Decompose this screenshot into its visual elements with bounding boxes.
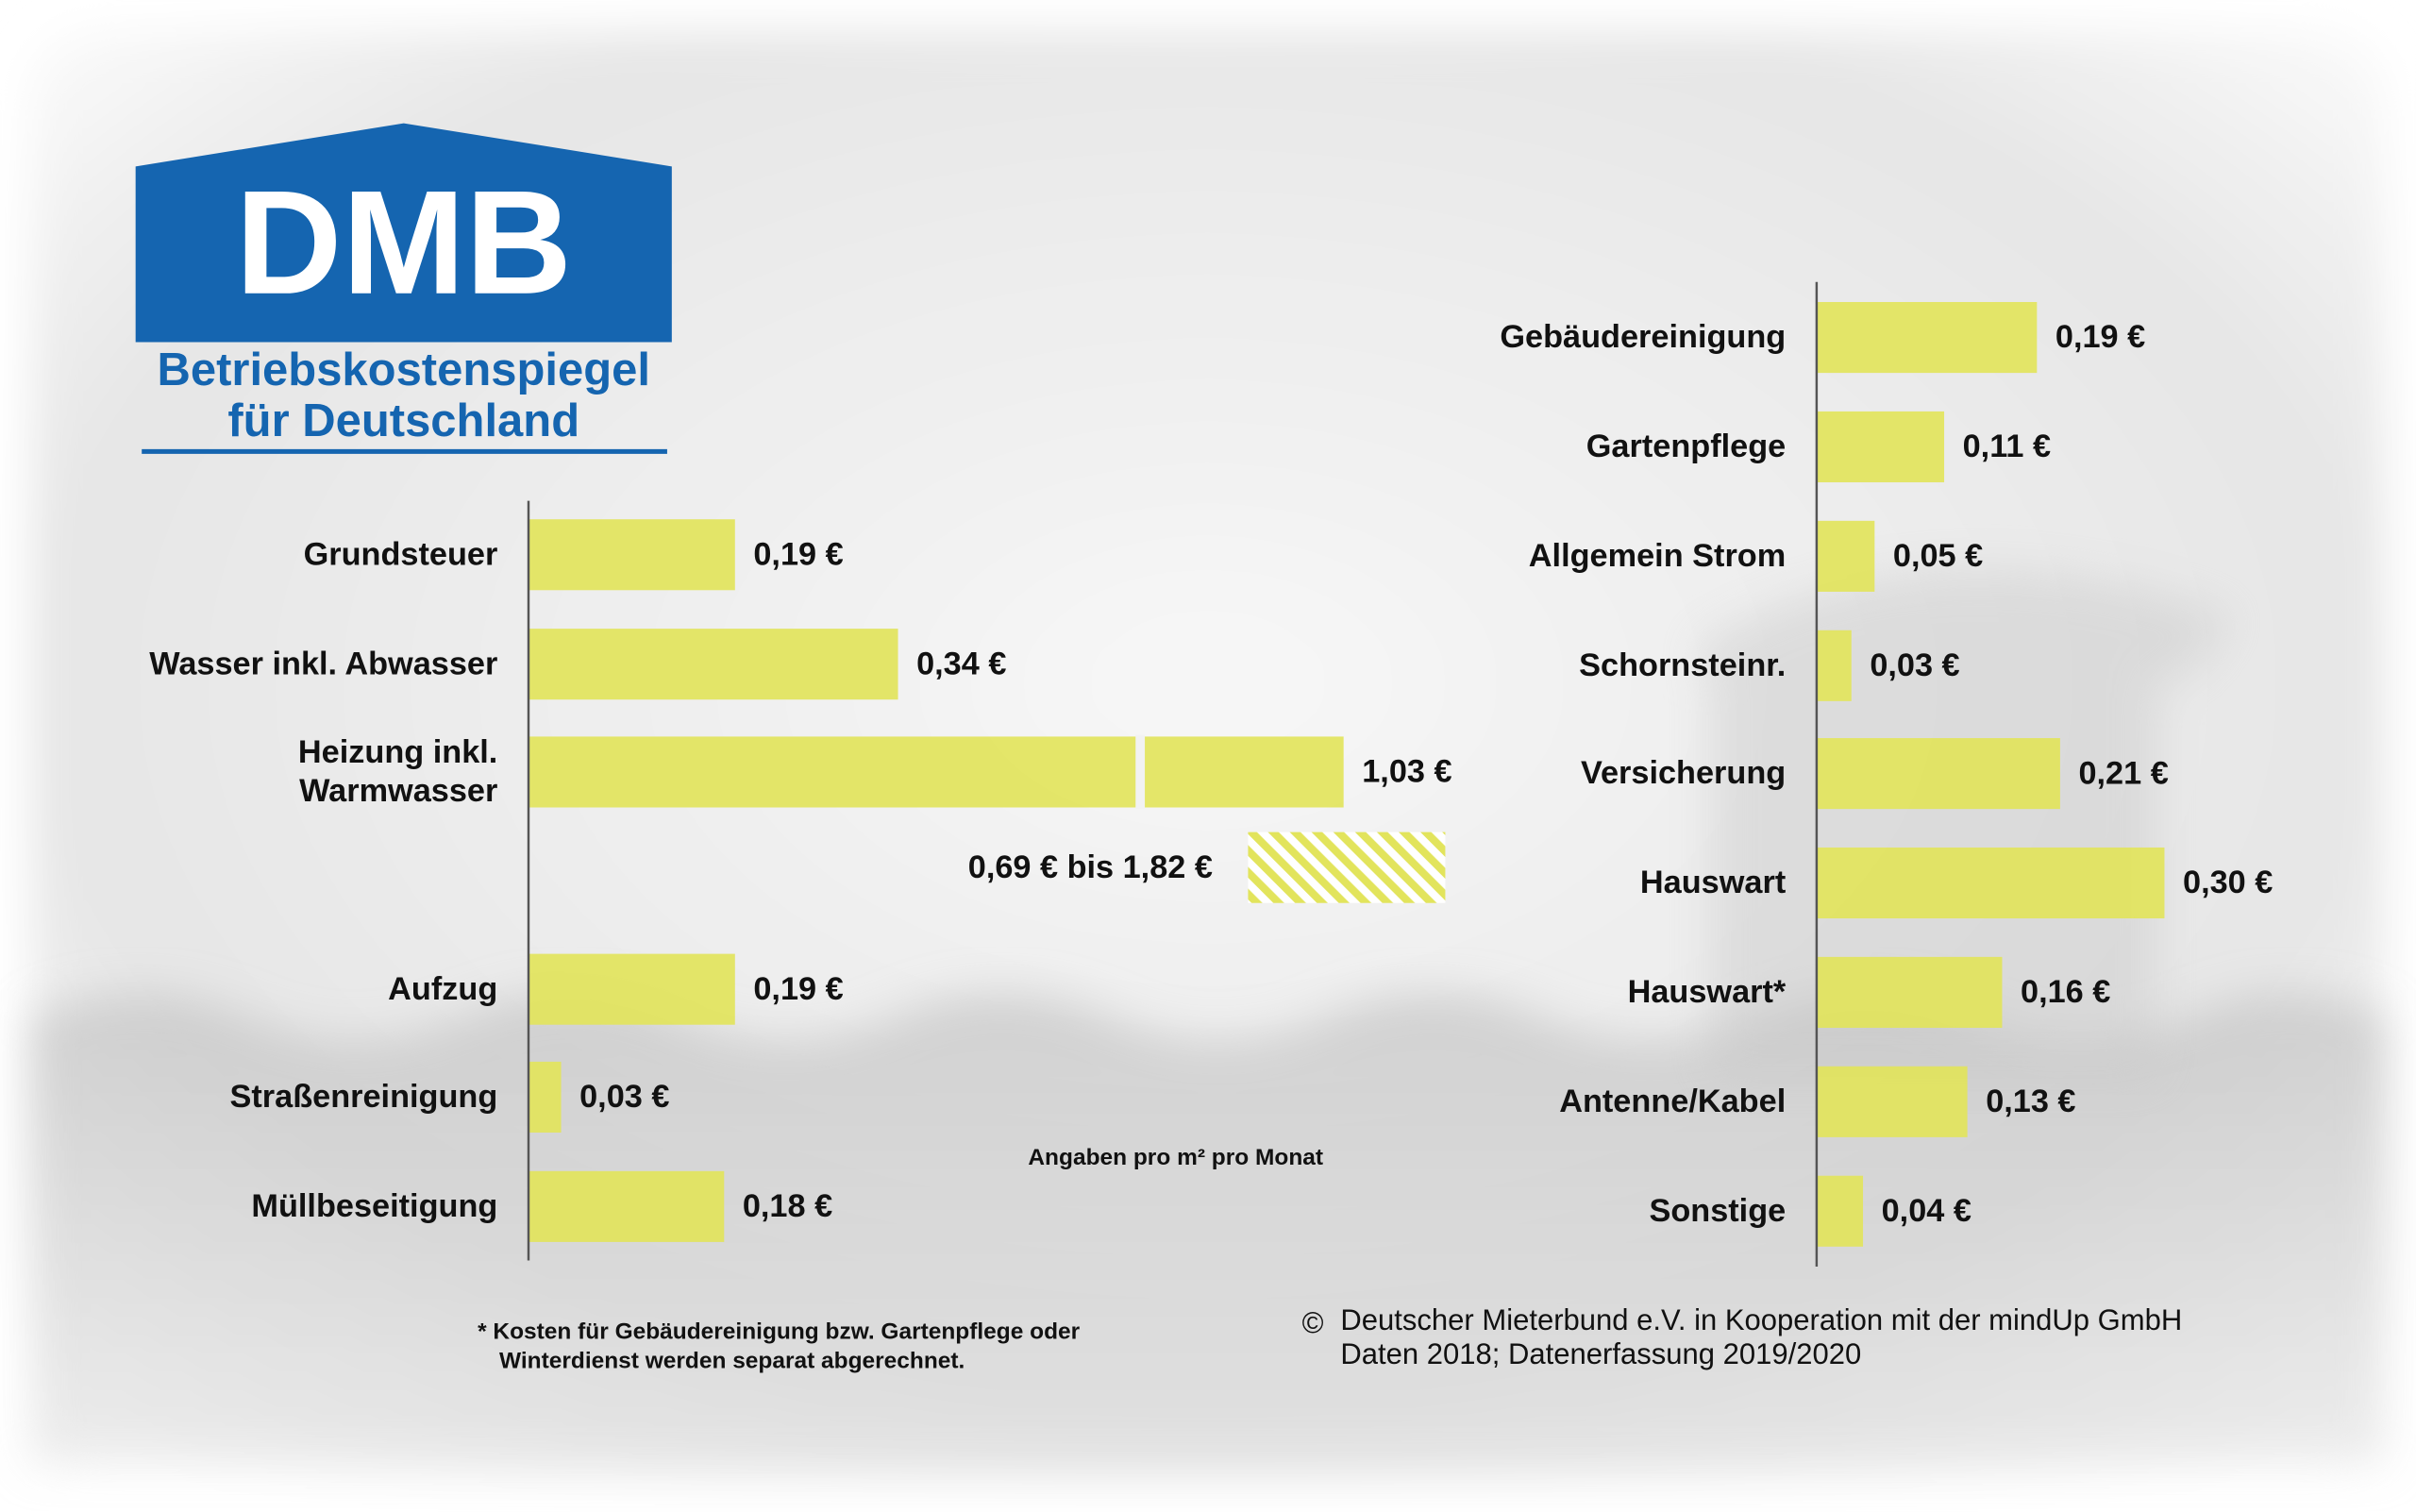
value-label: 0,11 € — [1963, 428, 2051, 464]
value-label: 0,13 € — [1986, 1084, 2075, 1119]
bar — [528, 1061, 562, 1133]
bar — [528, 1170, 725, 1242]
category-label: Antenne/Kabel — [1559, 1084, 1787, 1120]
category-label: Grundsteuer — [303, 536, 498, 573]
value-label: 0,19 € — [2055, 319, 2145, 355]
category-label: Hauswart* — [1627, 974, 1787, 1011]
value-label: 0,34 € — [916, 646, 1006, 681]
roof-silhouette — [30, 994, 2386, 1465]
bar — [1816, 847, 2165, 919]
category-label: Müllbeseitigung — [251, 1188, 498, 1225]
bar — [1816, 411, 1945, 483]
value-label: 0,18 € — [743, 1188, 832, 1224]
value-label: 0,16 € — [2021, 974, 2110, 1010]
category-label: Schornsteinr. — [1579, 647, 1787, 684]
value-label: 0,05 € — [1893, 538, 1983, 574]
logo-line1: Betriebskostenspiegel — [157, 344, 650, 395]
bar — [528, 629, 898, 700]
logo-house — [135, 123, 672, 343]
bar — [1816, 1175, 1864, 1247]
bar — [1816, 301, 2038, 374]
category-label: Aufzug — [388, 971, 498, 1007]
copyright: Daten 2018; Datenerfassung 2019/2020 — [1340, 1337, 1861, 1370]
bar — [528, 736, 1344, 808]
logo-line2: für Deutschland — [227, 395, 579, 446]
category-label: Straßenreinigung — [229, 1079, 498, 1116]
bar — [1816, 738, 2060, 810]
category-label: Heizung inkl. Warmwasser — [297, 734, 498, 810]
value-label: 1,03 € — [1362, 754, 1451, 790]
unit-note: Angaben pro m² pro Monat — [1028, 1145, 1323, 1170]
category-label: Allgemein Strom — [1528, 538, 1787, 575]
footnote: * Kosten für Gebäudereinigung bzw. Garte… — [478, 1319, 1081, 1345]
category-label: Sonstige — [1649, 1193, 1787, 1230]
value-label: 0,19 € — [753, 536, 843, 572]
category-label: Wasser inkl. Abwasser — [149, 646, 498, 682]
category-label: Versicherung — [1580, 755, 1787, 792]
bar — [528, 953, 735, 1025]
bar — [528, 519, 735, 591]
bar — [1816, 520, 1875, 592]
value-label: 0,21 € — [2078, 755, 2168, 791]
category-label: Gebäudereinigung — [1500, 319, 1787, 356]
category-label: Gartenpflege — [1586, 428, 1787, 465]
bar — [1816, 630, 1852, 701]
category-label: Hauswart — [1639, 865, 1787, 901]
range-annotation: 0,69 € bis 1,82 € — [968, 849, 1213, 885]
bar-group — [1816, 301, 2165, 1247]
value-label: 0,03 € — [1870, 647, 1959, 683]
value-label: 0,04 € — [1882, 1193, 1971, 1229]
copyright: Deutscher Mieterbund e.V. in Kooperation… — [1340, 1303, 2182, 1336]
range-swatch — [1248, 832, 1446, 903]
value-label: 0,30 € — [2183, 865, 2273, 900]
logo-brand: DMB — [235, 160, 572, 326]
value-label: 0,19 € — [753, 971, 843, 1007]
copyright-symbol: © — [1302, 1306, 1324, 1339]
bar — [1816, 1066, 1968, 1137]
value-label: 0,03 € — [579, 1079, 669, 1115]
bar — [1816, 956, 2003, 1028]
footnote: Winterdienst werden separat abgerechnet. — [499, 1349, 965, 1374]
bar-group — [528, 519, 1344, 1242]
